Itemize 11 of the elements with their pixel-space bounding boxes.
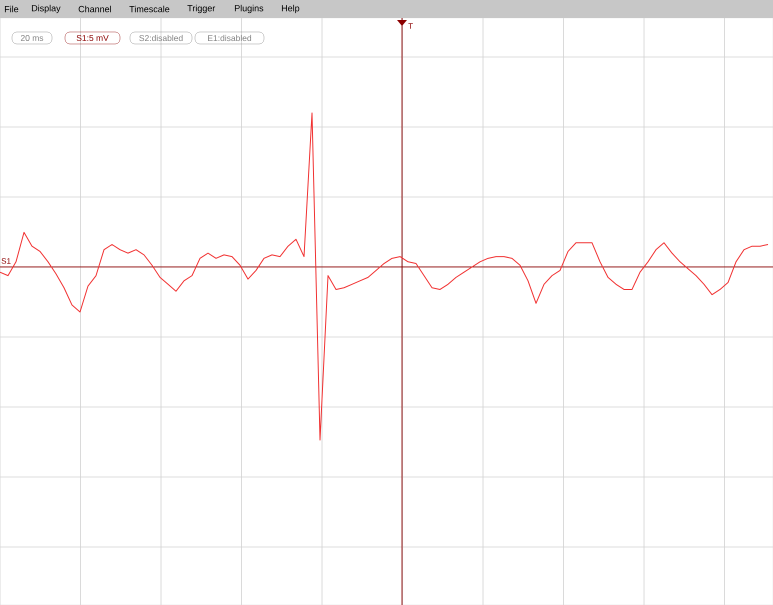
text: Help [282,4,300,14]
text: Plugins [234,4,264,14]
text: Timescale [129,6,170,12]
text: Display [32,4,61,14]
text: Trigger [187,4,216,14]
text: S1:5 mV [76,34,109,41]
text: Channel [78,6,111,12]
text: S2:disabled [139,34,183,42]
text: File [4,6,18,12]
text: 20 ms [20,34,44,41]
text: E1:disabled [208,34,252,42]
